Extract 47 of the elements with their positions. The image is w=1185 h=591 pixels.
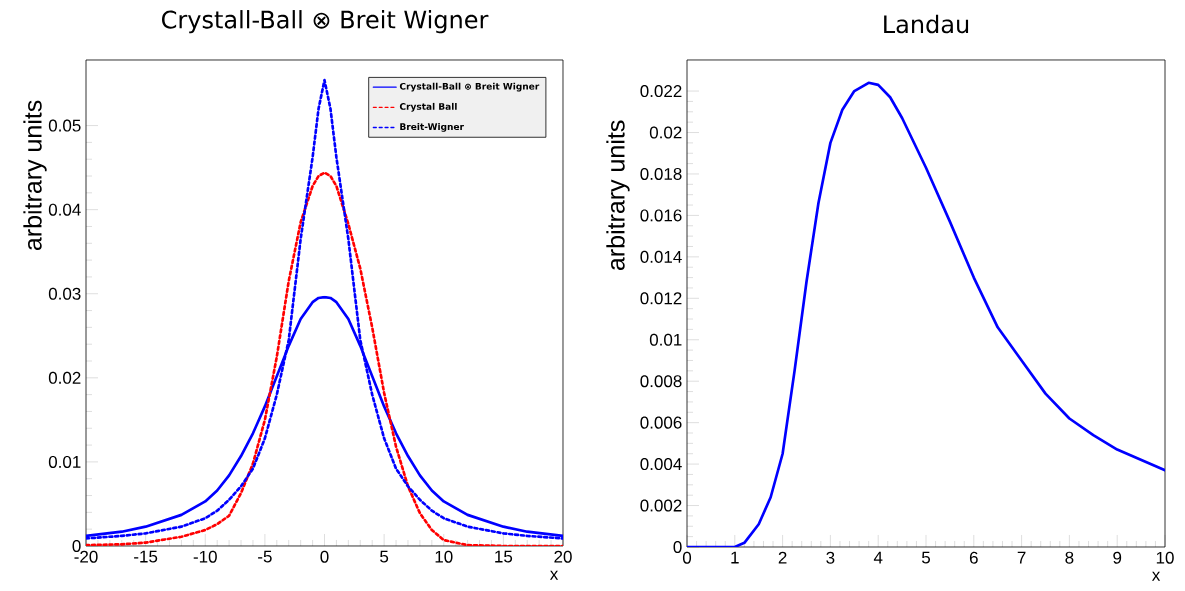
y-tick-label: 0.002 — [640, 499, 682, 512]
x-tick-label: 15 — [495, 550, 513, 563]
y-tick-label: 0.008 — [640, 375, 682, 388]
x-tick-label: 5 — [921, 551, 931, 564]
x-tick-label: -5 — [258, 550, 272, 563]
y-tick-label: 0.018 — [640, 167, 682, 180]
x-tick-label: 10 — [435, 550, 453, 563]
legend-label: Crystall-Ball ⊗ Breit Wigner — [399, 82, 540, 92]
y-tick-label: 0.03 — [48, 287, 81, 300]
y-tick-label: 0.01 — [48, 455, 81, 468]
x-tick-label: 7 — [1017, 551, 1026, 564]
x-tick-label: 9 — [1113, 551, 1122, 564]
x-tick-label: 6 — [969, 551, 978, 564]
y-axis-title: arbitrary units — [23, 100, 47, 251]
chart-title: Landau — [884, 14, 969, 34]
y-tick-label: 0.016 — [640, 209, 682, 222]
y-tick-label: 0.004 — [640, 458, 682, 471]
y-tick-label: 0.04 — [48, 203, 81, 216]
y-tick-label: 0.05 — [48, 119, 81, 132]
x-tick-label: 8 — [1065, 551, 1074, 564]
x-tick-label: -20 — [74, 550, 98, 563]
x-tick-label: 1 — [731, 551, 739, 564]
chart-title: Crystall-Ball ⊗ Breit Wigner — [162, 10, 489, 34]
x-tick-label: 20 — [554, 550, 572, 563]
x-tick-label: 3 — [826, 551, 835, 564]
y-tick-label: 0.022 — [640, 85, 682, 98]
x-tick-label: 4 — [873, 551, 883, 564]
x-tick-label: 2 — [778, 551, 787, 564]
y-tick-label: 0.01 — [649, 333, 682, 346]
y-tick-label: 0 — [673, 540, 682, 553]
x-tick-label: 5 — [380, 550, 389, 563]
x-tick-label: -10 — [193, 550, 217, 563]
y-tick-label: 0 — [72, 539, 81, 552]
x-axis-title: x — [549, 570, 559, 580]
x-tick-label: 0 — [320, 550, 329, 563]
y-tick-label: 0.006 — [640, 416, 682, 429]
y-tick-label: 0.02 — [649, 126, 682, 139]
y-tick-label: 0.02 — [48, 371, 81, 384]
x-tick-label: 0 — [682, 551, 692, 564]
y-tick-label: 0.012 — [640, 292, 682, 305]
y-tick-label: 0.014 — [640, 250, 682, 263]
x-tick-label: -15 — [134, 550, 158, 563]
x-axis-title: x — [1151, 571, 1161, 581]
legend-label: Crystal Ball — [399, 102, 457, 112]
legend-label: Breit-Wigner — [400, 123, 464, 132]
x-tick-label: 10 — [1156, 551, 1174, 564]
y-axis-title: arbitrary units — [606, 120, 630, 271]
